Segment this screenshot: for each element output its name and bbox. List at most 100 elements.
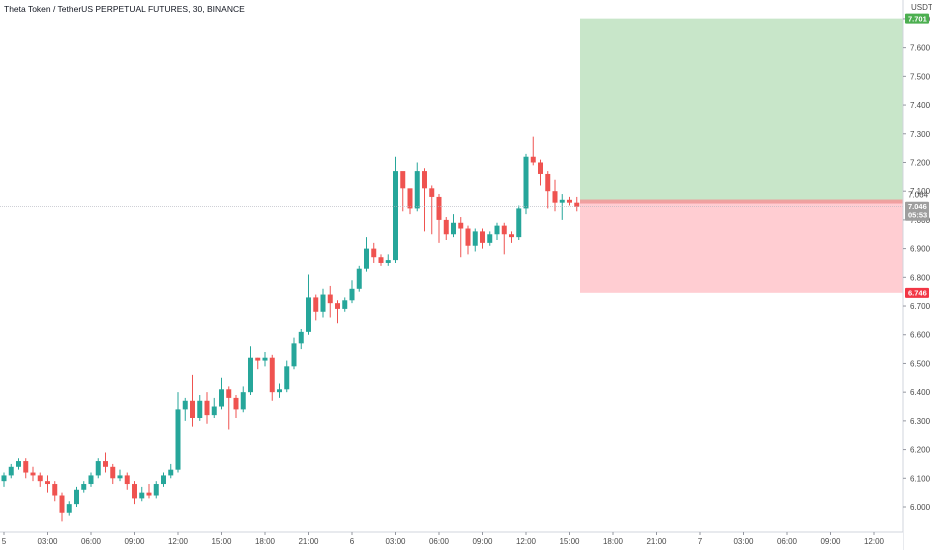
candle-body: [472, 231, 478, 246]
candle: [16, 458, 21, 470]
time-tick-label: 06:00: [81, 537, 102, 546]
candle-body: [523, 156, 529, 209]
candle-body: [81, 484, 87, 490]
candle-body: [153, 484, 159, 496]
candle-body: [335, 303, 340, 309]
candle: [574, 196, 580, 212]
candle-body: [385, 260, 391, 263]
candle: [364, 237, 369, 272]
candle-body: [52, 484, 58, 496]
candle-body: [356, 268, 362, 289]
time-axis-background: [0, 532, 903, 550]
take-profit-label-text: 7.701: [908, 14, 927, 23]
candlestick-series: [1, 136, 580, 522]
candle-body: [284, 366, 290, 390]
candle-body: [8, 466, 14, 476]
candle-body: [559, 199, 565, 203]
candle: [132, 481, 137, 505]
candle: [30, 466, 36, 482]
time-tick-label: 12:00: [516, 537, 537, 546]
candle: [487, 231, 493, 246]
time-tick-label: 03:00: [385, 537, 406, 546]
candle: [219, 377, 224, 410]
candle: [240, 386, 246, 413]
stop-loss-label-bg: [905, 287, 929, 298]
candle: [204, 392, 210, 424]
price-tick-label: 6.000: [910, 503, 931, 512]
candle: [414, 162, 420, 212]
candle-body: [429, 188, 435, 197]
price-tick-label: 6.500: [910, 359, 931, 368]
candle: [190, 374, 195, 427]
candle-body: [414, 171, 420, 209]
candle: [393, 156, 398, 263]
candle: [52, 481, 58, 502]
candle: [320, 288, 326, 318]
candle-body: [443, 219, 449, 235]
candle-body: [349, 288, 355, 301]
entry-line[interactable]: [580, 199, 914, 204]
candle: [523, 153, 529, 215]
time-tick-label: 09:00: [820, 537, 841, 546]
position-zones[interactable]: [580, 18, 914, 293]
candle-body: [509, 234, 514, 238]
candle: [74, 486, 79, 507]
candle: [248, 346, 253, 396]
candle: [552, 179, 558, 212]
candle-body: [161, 475, 166, 485]
time-tick-label: 06:00: [429, 537, 450, 546]
time-tick-label: 12:00: [864, 537, 885, 546]
price-axis[interactable]: USDT 6.000 6.100 6.200 6.300 6.400 6.500 6.600 6…: [902, 0, 932, 550]
candle-body: [37, 475, 43, 482]
chart-title: Theta Token / TetherUS PERPETUAL FUTURES…: [4, 4, 245, 14]
candle-body: [66, 504, 72, 513]
loss-zone[interactable]: [580, 201, 914, 293]
time-axis[interactable]: 5 03:00 06:00 09:00 12:00 15:00 18:00 21:00 6 03:…: [0, 531, 903, 550]
candle: [465, 225, 471, 255]
candle: [516, 205, 522, 240]
price-tick-label: 6.600: [910, 331, 931, 340]
candle-body: [240, 392, 246, 410]
candle: [436, 194, 442, 243]
candle-body: [117, 475, 123, 479]
candle: [509, 231, 514, 243]
candle-body: [552, 191, 558, 203]
candle-body: [204, 400, 210, 416]
candle-body: [182, 400, 188, 410]
candle-body: [393, 171, 398, 261]
candle: [407, 188, 413, 215]
last-price-bg: [905, 201, 929, 221]
candle-body: [1, 475, 7, 482]
time-tick-label: 15:00: [559, 537, 580, 546]
countdown-text: 05:53: [908, 211, 927, 220]
candle: [342, 297, 348, 312]
candle: [443, 217, 449, 240]
candle: [110, 463, 116, 485]
candle-body: [567, 199, 572, 203]
stop-loss-label-text: 6.746: [908, 289, 927, 298]
candle-body: [197, 400, 203, 418]
candle: [66, 501, 72, 516]
candle-body: [327, 294, 333, 304]
price-tick-label: 7.100: [910, 187, 931, 196]
candle: [291, 337, 297, 370]
candle: [284, 360, 290, 393]
candle-body: [262, 357, 268, 361]
candle-body: [545, 173, 551, 192]
candle: [480, 228, 485, 249]
candle: [81, 481, 87, 493]
candle: [211, 397, 217, 418]
time-tick-label: 6: [350, 537, 355, 546]
candle: [168, 463, 174, 479]
candle: [146, 484, 152, 499]
candle-body: [480, 231, 485, 243]
candle-body: [175, 409, 181, 470]
profit-zone[interactable]: [580, 18, 914, 202]
candle: [197, 395, 203, 421]
candle: [88, 472, 94, 487]
candle-body: [146, 492, 152, 496]
candle: [124, 472, 130, 490]
candle: [349, 280, 355, 304]
candle: [255, 357, 261, 370]
